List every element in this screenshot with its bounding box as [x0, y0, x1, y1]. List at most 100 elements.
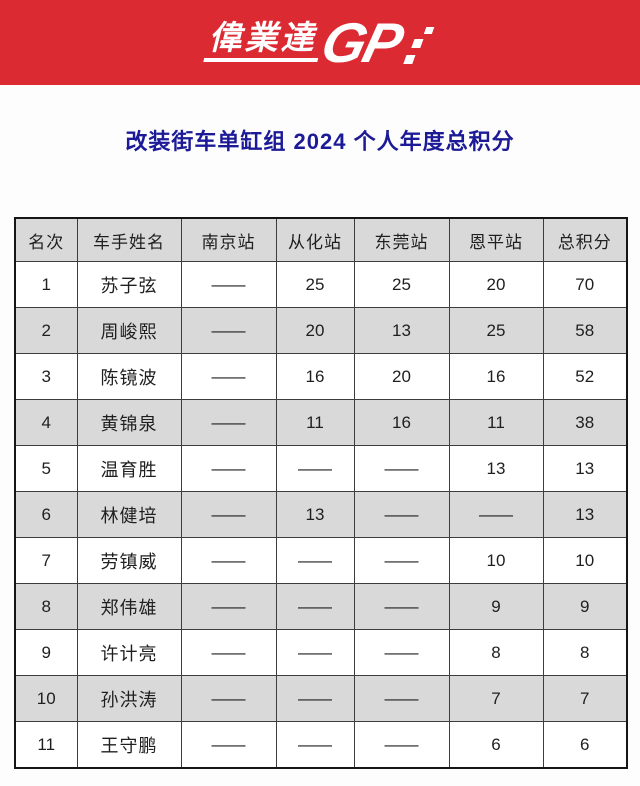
brand-logo-gp-text: GP [314, 10, 408, 74]
table-cell: 20 [275, 307, 355, 354]
table-cell: 6 [14, 491, 78, 538]
table-row: 2 周峻熙 —— 20 13 25 58 [14, 307, 628, 354]
table-cell: 林健培 [76, 491, 182, 538]
table-cell: 16 [353, 399, 450, 446]
header-banner: 偉業達 GP [0, 0, 640, 85]
table-cell: 13 [353, 307, 450, 354]
table-cell: —— [275, 629, 355, 676]
header-cell: 从化站 [275, 217, 355, 262]
table-cell: —— [180, 491, 277, 538]
table-cell: —— [275, 537, 355, 584]
table-cell: 孙洪涛 [76, 675, 182, 722]
table-cell: 黄锦泉 [76, 399, 182, 446]
table-cell: —— [353, 629, 450, 676]
table-row: 5 温育胜 —— —— —— 13 13 [14, 445, 628, 492]
checkered-flag-colon-icon [401, 23, 437, 64]
table-cell: 25 [448, 307, 544, 354]
table-cell: 13 [542, 491, 628, 538]
table-cell: 25 [353, 261, 450, 308]
table-cell: 许计亮 [76, 629, 182, 676]
table-row: 6 林健培 —— 13 —— —— 13 [14, 491, 628, 538]
table-cell: 6 [542, 721, 628, 769]
table-cell: 王守鹏 [76, 721, 182, 769]
header-cell: 名次 [14, 217, 78, 262]
table-cell: —— [353, 537, 450, 584]
table-row: 3 陈镜波 —— 16 20 16 52 [14, 353, 628, 400]
table-cell: —— [275, 675, 355, 722]
table-cell: 7 [14, 537, 78, 584]
table-cell: 7 [448, 675, 544, 722]
table-cell: 5 [14, 445, 78, 492]
table-cell: 16 [448, 353, 544, 400]
table-cell: —— [353, 445, 450, 492]
table-cell: —— [180, 445, 277, 492]
table-cell: 苏子弦 [76, 261, 182, 308]
table-cell: 38 [542, 399, 628, 446]
table-cell: 温育胜 [76, 445, 182, 492]
table-cell: 8 [448, 629, 544, 676]
table-cell: 4 [14, 399, 78, 446]
table-cell: —— [448, 491, 544, 538]
table-cell: 20 [353, 353, 450, 400]
table-cell: 9 [448, 583, 544, 630]
table-cell: —— [180, 583, 277, 630]
table-cell: —— [180, 353, 277, 400]
table-cell: —— [353, 721, 450, 769]
table-cell: 劳镇威 [76, 537, 182, 584]
table-row: 1 苏子弦 —— 25 25 20 70 [14, 261, 628, 308]
table-cell: 13 [542, 445, 628, 492]
header-cell: 恩平站 [448, 217, 544, 262]
table-row: 11 王守鹏 —— —— —— 6 6 [14, 721, 628, 769]
table-cell: —— [180, 629, 277, 676]
table-cell: 20 [448, 261, 544, 308]
table-cell: 8 [14, 583, 78, 630]
brand-logo-chinese-text: 偉業達 [202, 18, 328, 62]
standings-table: 名次 车手姓名 南京站 从化站 东莞站 恩平站 总积分 1 苏子弦 —— 25 25 20 70 2 周峻熙… [14, 217, 628, 769]
table-cell: —— [180, 675, 277, 722]
table-cell: 10 [14, 675, 78, 722]
table-cell: —— [275, 445, 355, 492]
table-cell: 58 [542, 307, 628, 354]
table-cell: 10 [542, 537, 628, 584]
table-row: 4 黄锦泉 —— 11 16 11 38 [14, 399, 628, 446]
table-cell: 11 [448, 399, 544, 446]
table-cell: —— [180, 537, 277, 584]
table-cell: 70 [542, 261, 628, 308]
table-row: 7 劳镇威 —— —— —— 10 10 [14, 537, 628, 584]
table-cell: 8 [542, 629, 628, 676]
table-cell: 3 [14, 353, 78, 400]
table-cell: 周峻熙 [76, 307, 182, 354]
table-body: 1 苏子弦 —— 25 25 20 70 2 周峻熙 —— 20 13 25 58 3 陈镜波 —— 16 20 16… [14, 261, 628, 769]
table-cell: 陈镜波 [76, 353, 182, 400]
header-cell: 东莞站 [353, 217, 450, 262]
table-cell: 9 [542, 583, 628, 630]
table-cell: 25 [275, 261, 355, 308]
table-cell: 52 [542, 353, 628, 400]
table-cell: —— [353, 675, 450, 722]
brand-logo: 偉業達 GP [202, 10, 438, 74]
table-cell: —— [275, 583, 355, 630]
table-cell: —— [180, 307, 277, 354]
table-cell: 郑伟雄 [76, 583, 182, 630]
table-cell: 1 [14, 261, 78, 308]
table-row: 8 郑伟雄 —— —— —— 9 9 [14, 583, 628, 630]
header-cell: 南京站 [180, 217, 277, 262]
table-row: 9 许计亮 —— —— —— 8 8 [14, 629, 628, 676]
page-title: 改装街车单缸组 2024 个人年度总积分 [125, 129, 515, 154]
table-cell: 13 [448, 445, 544, 492]
table-cell: 11 [275, 399, 355, 446]
table-cell: 6 [448, 721, 544, 769]
table-cell: —— [353, 583, 450, 630]
table-cell: 10 [448, 537, 544, 584]
table-cell: 9 [14, 629, 78, 676]
table-cell: —— [180, 399, 277, 446]
header-cell: 总积分 [542, 217, 628, 262]
table-cell: —— [275, 721, 355, 769]
table-cell: —— [180, 261, 277, 308]
table-cell: 13 [275, 491, 355, 538]
table-row: 10 孙洪涛 —— —— —— 7 7 [14, 675, 628, 722]
table-cell: 7 [542, 675, 628, 722]
table-cell: —— [353, 491, 450, 538]
table-cell: 16 [275, 353, 355, 400]
table-cell: —— [180, 721, 277, 769]
